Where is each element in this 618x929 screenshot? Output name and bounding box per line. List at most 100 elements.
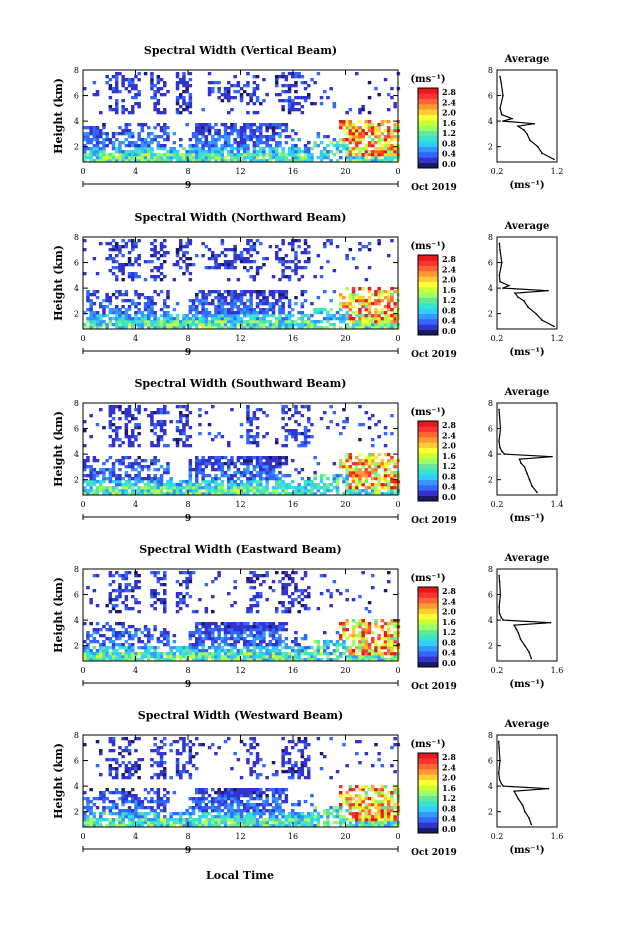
y-tick-label: 4 bbox=[74, 616, 79, 625]
average-point bbox=[499, 75, 501, 78]
x-tick-label: 4 bbox=[133, 167, 138, 176]
y-tick-label: 4 bbox=[74, 782, 79, 791]
average-point bbox=[502, 120, 504, 122]
colorbar-tick-label: 1.6 bbox=[442, 783, 456, 793]
x-tick-label: 20 bbox=[340, 500, 350, 509]
colorbar-swatch bbox=[418, 779, 438, 786]
day-label: 9 bbox=[185, 846, 191, 856]
colorbar-swatch bbox=[418, 162, 438, 169]
y-tick-label: 4 bbox=[74, 284, 79, 293]
y-tick-label: 4 bbox=[74, 450, 79, 459]
chart-title: Spectral Width (Vertical Beam) bbox=[144, 44, 337, 57]
colorbar-swatch bbox=[418, 806, 438, 812]
colorbar-swatch bbox=[418, 324, 438, 330]
colorbar-tick-label: 2.8 bbox=[442, 420, 456, 430]
average-title: Average bbox=[504, 553, 550, 564]
x-tick-label: 0 bbox=[395, 500, 400, 509]
average-point bbox=[514, 292, 516, 295]
average-point bbox=[502, 94, 504, 97]
average-y-tick-label: 4 bbox=[488, 284, 493, 293]
colorbar-tick-label: 2.8 bbox=[442, 586, 456, 596]
colorbar-tick-label: 2.4 bbox=[442, 762, 456, 772]
x-tick-label: 20 bbox=[340, 832, 350, 841]
colorbar-swatch bbox=[418, 458, 438, 464]
average-point bbox=[528, 478, 531, 481]
colorbar-swatch bbox=[418, 592, 438, 598]
average-point bbox=[520, 462, 522, 464]
colorbar-swatch bbox=[418, 265, 438, 272]
average-y-tick-label: 2 bbox=[488, 808, 493, 817]
colorbar-tick-label: 2.4 bbox=[442, 430, 456, 440]
x-tick-label: 0 bbox=[80, 500, 85, 509]
average-point bbox=[547, 787, 550, 790]
colorbar-swatch bbox=[418, 603, 438, 609]
x-tick-label: 0 bbox=[395, 832, 400, 841]
average-line bbox=[498, 741, 549, 825]
average-title: Average bbox=[504, 719, 550, 730]
y-axis-label: Height (km) bbox=[52, 577, 65, 653]
colorbar-unit: (ms⁻¹) bbox=[410, 739, 445, 750]
colorbar-swatch bbox=[418, 490, 438, 496]
colorbar-swatch bbox=[418, 597, 438, 604]
colorbar-swatch bbox=[418, 152, 438, 158]
colorbar-tick-label: 2.0 bbox=[442, 441, 456, 451]
colorbar-tick-label: 0.8 bbox=[442, 471, 456, 481]
colorbar-tick-label: 1.6 bbox=[442, 118, 456, 128]
colorbar-tick-label: 2.8 bbox=[442, 87, 456, 97]
colorbar-swatch bbox=[418, 827, 438, 834]
average-point bbox=[528, 817, 530, 819]
colorbar-swatch bbox=[418, 769, 438, 775]
colorbar-swatch bbox=[418, 661, 438, 668]
colorbar-swatch bbox=[418, 442, 438, 448]
average-point bbox=[500, 782, 503, 785]
average-point bbox=[498, 242, 501, 245]
colorbar-unit: (ms⁻¹) bbox=[410, 407, 445, 418]
average-point bbox=[535, 312, 537, 315]
heatmap-cells bbox=[83, 571, 401, 662]
colorbar-swatch bbox=[418, 811, 438, 818]
colorbar-swatch bbox=[418, 817, 438, 823]
average-profile: Average 2 4 6 8 0.2 1.2 (ms⁻¹) bbox=[488, 54, 563, 191]
average-point bbox=[501, 261, 503, 264]
x-tick-label: 8 bbox=[185, 666, 190, 675]
day-label: 9 bbox=[185, 514, 191, 524]
colorbar-frame bbox=[417, 752, 439, 834]
y-tick-label: 2 bbox=[74, 476, 79, 485]
y-axis-label: Height (km) bbox=[52, 78, 65, 154]
average-y-tick-label: 8 bbox=[488, 66, 493, 75]
colorbar-tick-label: 0.8 bbox=[442, 803, 456, 813]
average-title: Average bbox=[504, 54, 550, 65]
colorbar-tick-label: 1.2 bbox=[442, 793, 456, 803]
colorbar-swatch bbox=[418, 329, 438, 336]
colorbar-tick-label: 0.0 bbox=[442, 658, 456, 668]
colorbar-tick-label: 2.4 bbox=[442, 97, 456, 107]
average-point bbox=[499, 446, 501, 449]
x-tick-label: 0 bbox=[80, 666, 85, 675]
y-tick-label: 8 bbox=[74, 565, 79, 574]
average-point bbox=[519, 638, 522, 641]
colorbar-swatch bbox=[418, 651, 438, 657]
colorbar-swatch bbox=[418, 276, 438, 282]
average-point bbox=[503, 453, 506, 455]
day-label: 9 bbox=[185, 680, 191, 690]
average-point bbox=[513, 790, 515, 792]
colorbar-swatch bbox=[418, 629, 438, 636]
y-tick-label: 8 bbox=[74, 399, 79, 408]
average-point bbox=[523, 466, 526, 468]
colorbar-tick-label: 0.0 bbox=[442, 159, 456, 169]
colorbar-swatch bbox=[418, 763, 438, 770]
colorbar-swatch bbox=[418, 785, 438, 791]
y-tick-label: 6 bbox=[74, 591, 79, 600]
average-x-tick-label: 0.2 bbox=[491, 334, 504, 343]
average-point bbox=[498, 747, 500, 749]
heatmap-cells bbox=[83, 405, 401, 496]
colorbar-swatch bbox=[418, 104, 438, 110]
average-y-tick-label: 8 bbox=[488, 399, 493, 408]
colorbar-swatch bbox=[418, 255, 438, 261]
average-frame bbox=[496, 69, 558, 163]
average-point bbox=[499, 759, 501, 762]
x-tick-label: 12 bbox=[235, 666, 245, 675]
colorbar-swatch bbox=[418, 447, 438, 454]
average-x-tick-label: 1.2 bbox=[551, 334, 564, 343]
